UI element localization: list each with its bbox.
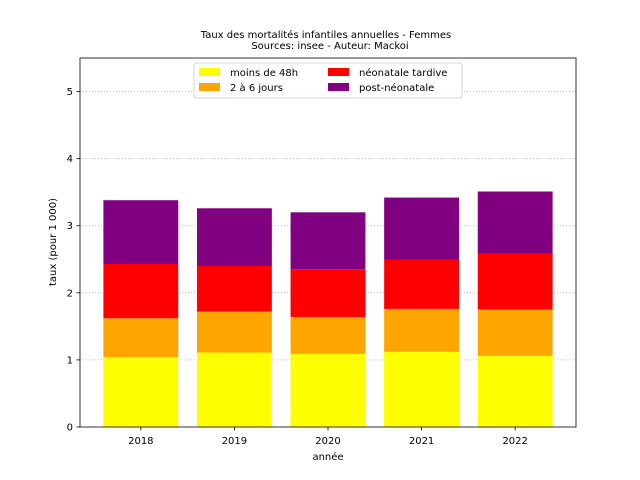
x-tick-label-2021: 2021: [409, 436, 434, 447]
y-tick-label-4: 4: [67, 154, 73, 165]
y-tick-label-0: 0: [67, 423, 73, 434]
bar-2022-series-2: [477, 253, 553, 310]
chart-subtitle: Sources: insee - Auteur: Mackoi: [251, 41, 408, 52]
bar-2020-series-3: [290, 212, 366, 270]
legend-frame: [193, 62, 463, 99]
legend-swatch-1: [199, 83, 220, 91]
legend-label-1: 2 à 6 jours: [230, 82, 283, 94]
bar-2019-series-1: [196, 311, 272, 353]
legend-swatch-0: [199, 68, 220, 76]
bar-2021-series-1: [384, 308, 460, 352]
bar-2018-series-0: [103, 357, 179, 427]
bar-2020-series-1: [290, 316, 366, 354]
bar-2021-series-2: [384, 259, 460, 309]
y-tick-label-2: 2: [67, 288, 73, 299]
y-axis-label: taux (pour 1 000): [48, 198, 59, 286]
x-tick-label-2018: 2018: [128, 436, 153, 447]
legend-label-3: post-néonatale: [359, 82, 434, 94]
x-tick-label-2022: 2022: [502, 436, 527, 447]
legend-label-0: moins de 48h: [230, 68, 298, 79]
legend-swatch-3: [328, 83, 349, 91]
chart-title: Taux des mortalités infantiles annuelles…: [200, 29, 451, 41]
y-tick-label-1: 1: [67, 355, 73, 366]
y-axis: 0 1 2 3 4 5: [67, 87, 80, 434]
legend-swatch-2: [328, 68, 349, 76]
bar-2018-series-2: [103, 263, 179, 319]
bar-2020-series-2: [290, 269, 366, 317]
x-axis: 2018 2019 2020 2021 2022: [128, 427, 528, 447]
x-tick-label-2019: 2019: [222, 436, 247, 447]
bar-2020-series-0: [290, 353, 366, 427]
legend: moins de 48h 2 à 6 jours néonatale tardive…: [193, 62, 463, 99]
y-tick-label-3: 3: [67, 221, 73, 232]
y-tick-label-5: 5: [67, 87, 73, 98]
bar-2022-series-3: [477, 191, 553, 254]
bar-2018-series-1: [103, 318, 179, 358]
bar-2021-series-3: [384, 197, 460, 260]
x-tick-label-2020: 2020: [315, 436, 340, 447]
legend-label-2: néonatale tardive: [359, 67, 447, 79]
bar-2019-series-3: [196, 208, 272, 266]
bars: [103, 191, 553, 427]
bar-2022-series-0: [477, 355, 553, 427]
bar-2021-series-0: [384, 351, 460, 427]
bar-2022-series-1: [477, 309, 553, 356]
bar-2018-series-3: [103, 200, 179, 264]
bar-2019-series-0: [196, 352, 272, 427]
x-axis-label: année: [312, 451, 343, 463]
bar-2019-series-2: [196, 265, 272, 312]
